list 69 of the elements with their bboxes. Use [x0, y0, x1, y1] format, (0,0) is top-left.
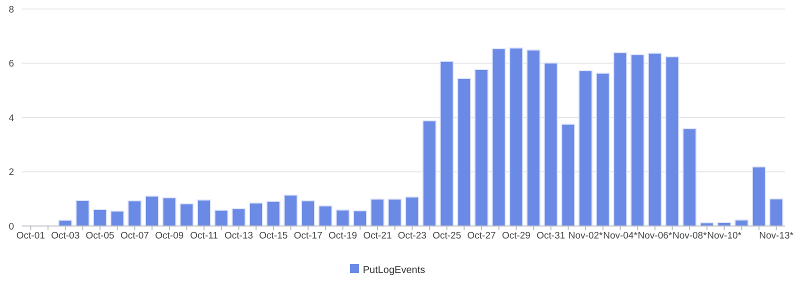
bar: [630, 54, 645, 226]
x-tick-label: Nov-04*: [603, 230, 638, 242]
bar: [249, 202, 264, 226]
x-tick-label: Nov-02*: [568, 230, 604, 242]
bar: [440, 60, 454, 226]
bar: [318, 205, 332, 226]
x-tick-label: Oct-25: [432, 230, 462, 242]
x-tick-label: Nov-08*: [672, 230, 708, 242]
x-tick-label: Oct-23: [398, 230, 426, 242]
bar: [214, 210, 228, 226]
bar: [128, 200, 142, 226]
x-tick-label: Oct-11: [190, 230, 218, 242]
y-tick-label: 4: [8, 112, 14, 124]
bar: [284, 194, 298, 226]
x-tick-label: Oct-07: [120, 230, 149, 242]
bar: [578, 70, 592, 226]
legend-label: PutLogEvents: [362, 265, 426, 276]
bar: [180, 203, 194, 226]
x-tick-label: Oct-29: [502, 230, 530, 242]
bar: [665, 56, 680, 226]
bar: [734, 220, 749, 226]
bar: [232, 208, 246, 226]
bar: [58, 220, 72, 226]
x-tick-label: Oct-03: [51, 230, 80, 242]
y-tick-label: 0: [8, 221, 14, 232]
bar: [405, 196, 420, 226]
bar: [648, 52, 662, 226]
y-tick-label: 2: [8, 167, 14, 178]
bar: [682, 128, 697, 226]
bar: [700, 222, 714, 226]
x-tick-label: Oct-21: [363, 230, 392, 242]
x-tick-label: Oct-17: [294, 230, 322, 242]
bar: [336, 209, 350, 226]
x-tick-label: Oct-09: [155, 230, 184, 242]
x-tick-label: Oct-13: [224, 230, 254, 242]
bar: [474, 68, 488, 226]
bar: [509, 48, 524, 226]
x-tick-label: Oct-31: [536, 230, 566, 242]
bar: [769, 198, 784, 226]
x-tick-label: Oct-15: [259, 230, 288, 242]
bar: [544, 62, 558, 226]
bar: [596, 72, 610, 226]
bar: [492, 48, 506, 226]
bar: [388, 198, 402, 226]
bar: [301, 200, 316, 226]
x-tick-label: Nov-06*: [638, 230, 672, 242]
y-tick-label: 8: [8, 4, 14, 16]
bar: [92, 208, 107, 226]
bar: [110, 210, 124, 226]
bar: [526, 49, 540, 226]
bar: [76, 200, 90, 226]
x-tick-label: Nov-10*: [707, 230, 742, 242]
x-tick-label: Nov-13*: [759, 230, 794, 242]
x-tick-label: Oct-05: [86, 230, 114, 242]
x-tick-label: Oct-27: [467, 230, 496, 242]
x-tick-label: Oct-19: [328, 230, 358, 242]
bar: [162, 197, 176, 226]
x-tick-label: Oct-01: [16, 230, 45, 242]
bar: [353, 210, 368, 226]
bar: [370, 198, 384, 226]
bar: [144, 196, 159, 226]
bar: [613, 52, 628, 226]
bar: [196, 199, 211, 226]
bar: [422, 120, 436, 226]
bar: [561, 124, 576, 226]
bar: [266, 200, 280, 226]
bar: [457, 78, 472, 226]
y-tick-label: 6: [8, 58, 14, 70]
bar: [752, 166, 766, 226]
